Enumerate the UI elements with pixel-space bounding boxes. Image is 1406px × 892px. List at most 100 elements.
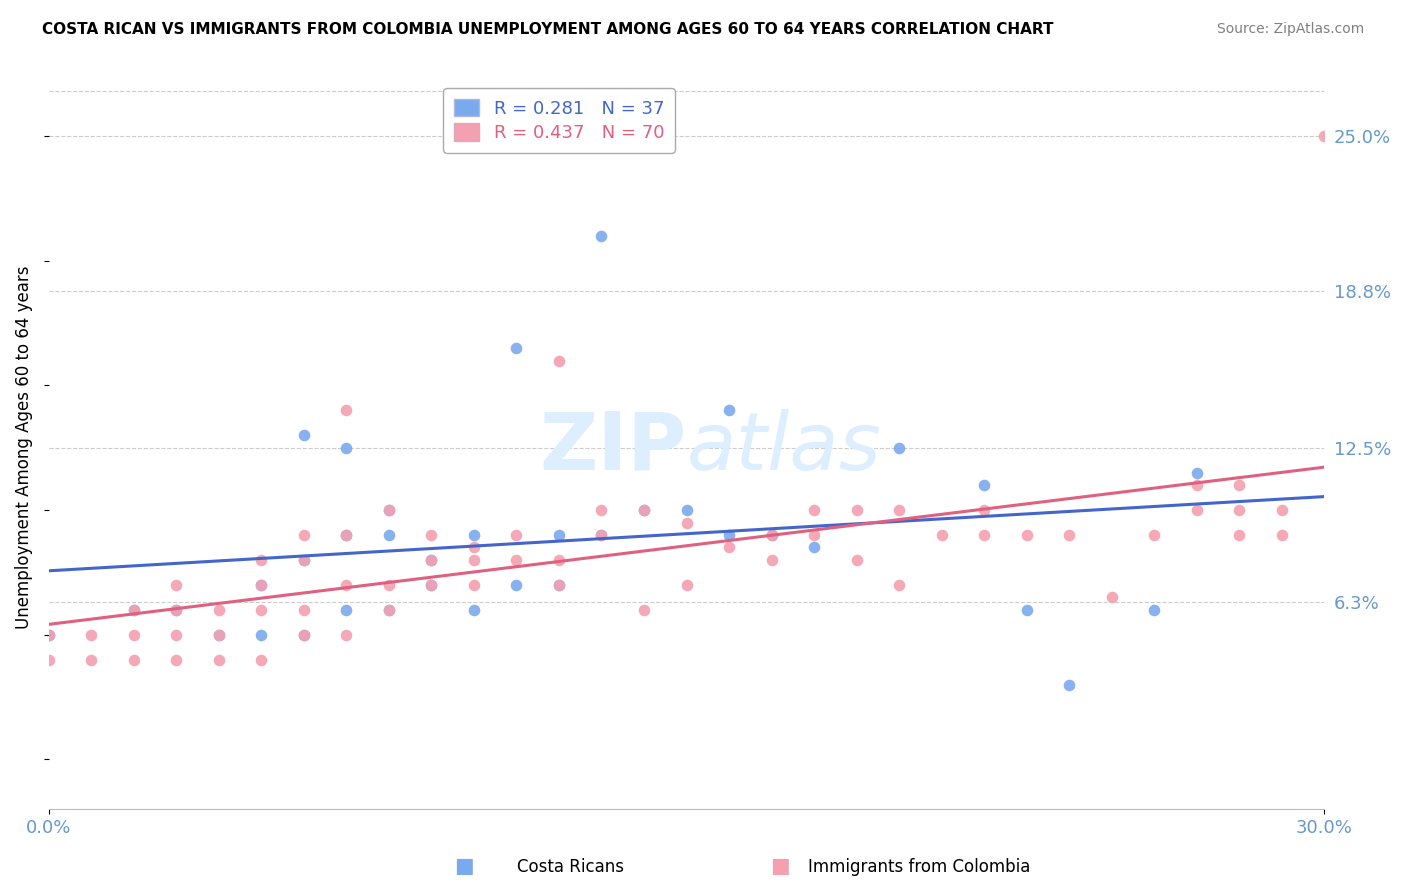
- Point: [1313, 129, 1336, 144]
- Point: [761, 553, 783, 567]
- Point: [38, 628, 60, 642]
- Point: [378, 528, 401, 542]
- Point: [38, 628, 60, 642]
- Point: [1015, 528, 1038, 542]
- Point: [292, 553, 315, 567]
- Point: [292, 628, 315, 642]
- Point: [208, 628, 231, 642]
- Point: [166, 578, 188, 592]
- Point: [335, 578, 357, 592]
- Point: [973, 503, 995, 517]
- Point: [208, 652, 231, 666]
- Point: [803, 541, 825, 555]
- Point: [505, 341, 527, 355]
- Point: [505, 528, 527, 542]
- Point: [675, 503, 697, 517]
- Point: [463, 578, 485, 592]
- Point: [420, 528, 443, 542]
- Point: [845, 553, 868, 567]
- Point: [717, 541, 740, 555]
- Point: [548, 353, 571, 368]
- Point: [1185, 478, 1208, 492]
- Point: [548, 578, 571, 592]
- Point: [1185, 503, 1208, 517]
- Point: [80, 652, 103, 666]
- Point: [1057, 528, 1080, 542]
- Point: [633, 503, 655, 517]
- Point: [208, 603, 231, 617]
- Point: [420, 578, 443, 592]
- Point: [548, 553, 571, 567]
- Point: [761, 528, 783, 542]
- Point: [166, 603, 188, 617]
- Point: [803, 503, 825, 517]
- Point: [463, 603, 485, 617]
- Point: [292, 628, 315, 642]
- Point: [591, 528, 613, 542]
- Point: [420, 578, 443, 592]
- Point: [292, 428, 315, 442]
- Text: Source: ZipAtlas.com: Source: ZipAtlas.com: [1216, 22, 1364, 37]
- Point: [250, 652, 273, 666]
- Point: [548, 578, 571, 592]
- Point: [931, 528, 953, 542]
- Text: ZIP: ZIP: [540, 409, 686, 487]
- Text: ■: ■: [770, 856, 790, 876]
- Legend: R = 0.281   N = 37, R = 0.437   N = 70: R = 0.281 N = 37, R = 0.437 N = 70: [443, 88, 675, 153]
- Point: [1143, 603, 1166, 617]
- Point: [335, 528, 357, 542]
- Point: [292, 553, 315, 567]
- Point: [803, 528, 825, 542]
- Text: Immigrants from Colombia: Immigrants from Colombia: [808, 858, 1031, 876]
- Point: [548, 528, 571, 542]
- Point: [250, 628, 273, 642]
- Text: Costa Ricans: Costa Ricans: [517, 858, 624, 876]
- Point: [420, 553, 443, 567]
- Point: [463, 541, 485, 555]
- Point: [505, 553, 527, 567]
- Point: [80, 628, 103, 642]
- Point: [717, 403, 740, 417]
- Point: [1227, 478, 1250, 492]
- Point: [166, 652, 188, 666]
- Point: [122, 628, 145, 642]
- Point: [1227, 528, 1250, 542]
- Point: [1270, 503, 1292, 517]
- Point: [887, 441, 910, 455]
- Point: [973, 528, 995, 542]
- Y-axis label: Unemployment Among Ages 60 to 64 years: Unemployment Among Ages 60 to 64 years: [15, 266, 32, 630]
- Point: [463, 528, 485, 542]
- Point: [633, 503, 655, 517]
- Point: [292, 528, 315, 542]
- Point: [845, 503, 868, 517]
- Point: [420, 553, 443, 567]
- Point: [1015, 603, 1038, 617]
- Point: [887, 503, 910, 517]
- Point: [335, 603, 357, 617]
- Point: [633, 603, 655, 617]
- Point: [591, 528, 613, 542]
- Point: [335, 441, 357, 455]
- Point: [1101, 591, 1123, 605]
- Point: [1185, 466, 1208, 480]
- Point: [887, 578, 910, 592]
- Text: ■: ■: [454, 856, 474, 876]
- Point: [122, 652, 145, 666]
- Point: [250, 578, 273, 592]
- Point: [675, 578, 697, 592]
- Point: [1227, 503, 1250, 517]
- Point: [505, 578, 527, 592]
- Point: [378, 503, 401, 517]
- Point: [1057, 677, 1080, 691]
- Point: [378, 603, 401, 617]
- Text: atlas: atlas: [686, 409, 882, 487]
- Text: COSTA RICAN VS IMMIGRANTS FROM COLOMBIA UNEMPLOYMENT AMONG AGES 60 TO 64 YEARS C: COSTA RICAN VS IMMIGRANTS FROM COLOMBIA …: [42, 22, 1053, 37]
- Point: [591, 503, 613, 517]
- Point: [591, 228, 613, 243]
- Point: [463, 553, 485, 567]
- Point: [166, 603, 188, 617]
- Point: [38, 652, 60, 666]
- Point: [250, 578, 273, 592]
- Point: [1143, 528, 1166, 542]
- Point: [335, 528, 357, 542]
